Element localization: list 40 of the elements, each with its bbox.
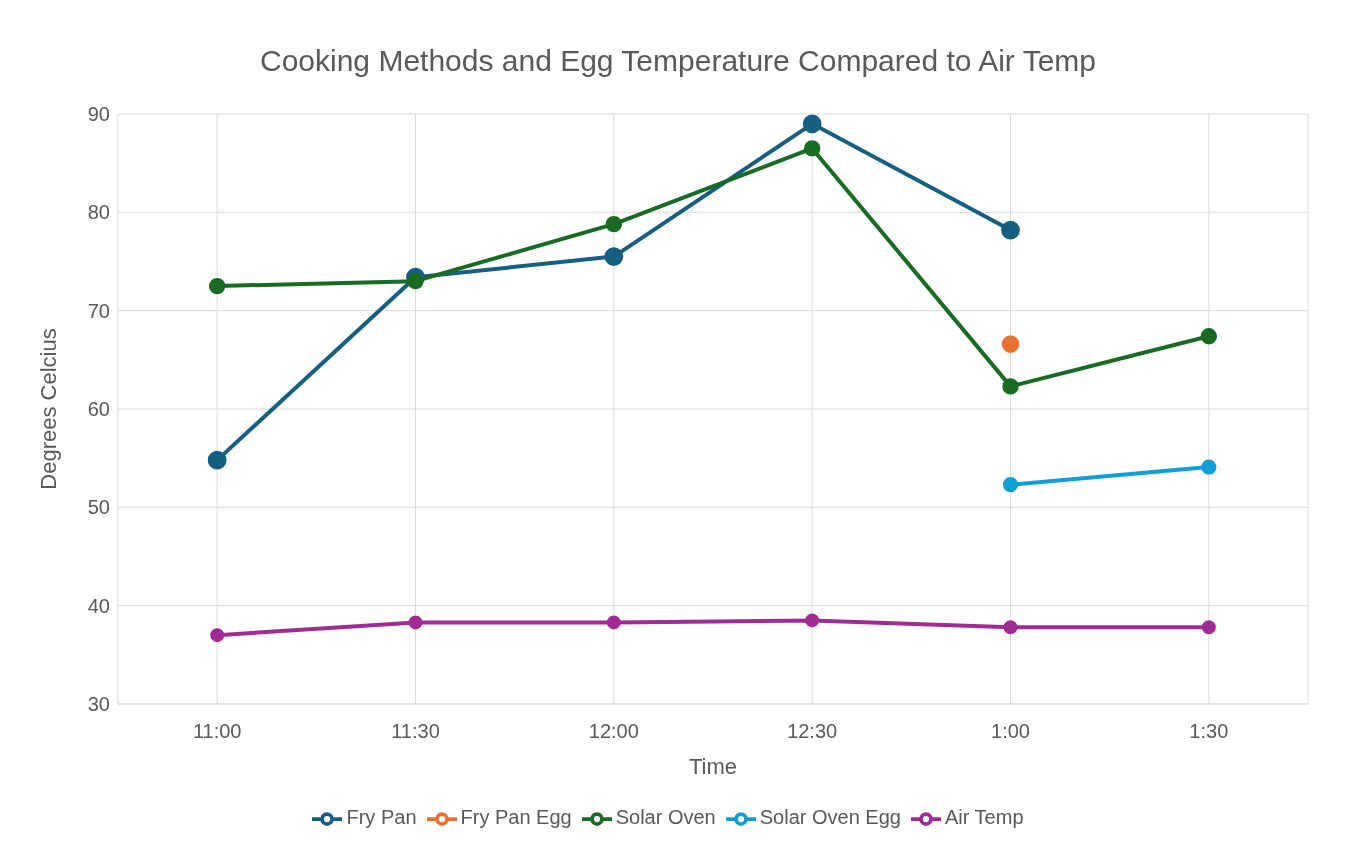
point bbox=[1200, 328, 1218, 345]
y-tick-label: 80 bbox=[87, 201, 110, 224]
point bbox=[1002, 378, 1019, 395]
x-tick-label: 11:00 bbox=[192, 720, 242, 743]
point bbox=[606, 615, 621, 630]
y-axis-title: Degrees Celcius bbox=[35, 328, 61, 490]
y-tick-label: 60 bbox=[87, 398, 110, 421]
x-tick-label: 11:30 bbox=[391, 720, 440, 743]
x-tick-label: 1:30 bbox=[1189, 720, 1229, 743]
point bbox=[208, 277, 226, 295]
point bbox=[1201, 620, 1216, 635]
point bbox=[210, 628, 225, 643]
legend-label: Solar Oven Egg bbox=[759, 806, 901, 829]
legend-label: Fry Pan Egg bbox=[460, 806, 572, 829]
point bbox=[1201, 459, 1217, 475]
chart-title: Cooking Methods and Egg Temperature Compared to Air Temp bbox=[259, 43, 1097, 79]
y-tick-label: 90 bbox=[87, 103, 110, 126]
point bbox=[1001, 335, 1020, 353]
legend-label: Air Temp bbox=[944, 806, 1024, 829]
point bbox=[805, 613, 820, 628]
point bbox=[1002, 477, 1019, 493]
legend-label: Fry Pan bbox=[346, 806, 417, 829]
point bbox=[605, 215, 623, 233]
y-tick-label: 40 bbox=[87, 594, 110, 617]
x-tick-label: 1:00 bbox=[991, 720, 1030, 743]
point bbox=[407, 272, 424, 290]
point bbox=[408, 615, 423, 630]
point bbox=[604, 247, 624, 266]
legend-label: Solar Oven bbox=[615, 806, 716, 829]
point bbox=[803, 140, 821, 157]
point bbox=[207, 450, 227, 470]
x-tick-label: 12:00 bbox=[588, 720, 639, 743]
x-axis-title: Time bbox=[688, 754, 738, 779]
y-tick-label: 50 bbox=[87, 496, 110, 519]
y-tick-label: 30 bbox=[87, 693, 110, 716]
y-tick-label: 70 bbox=[87, 299, 110, 322]
point bbox=[802, 114, 822, 134]
point bbox=[1003, 620, 1018, 635]
x-tick-label: 12:30 bbox=[787, 720, 838, 743]
point bbox=[1001, 220, 1020, 240]
